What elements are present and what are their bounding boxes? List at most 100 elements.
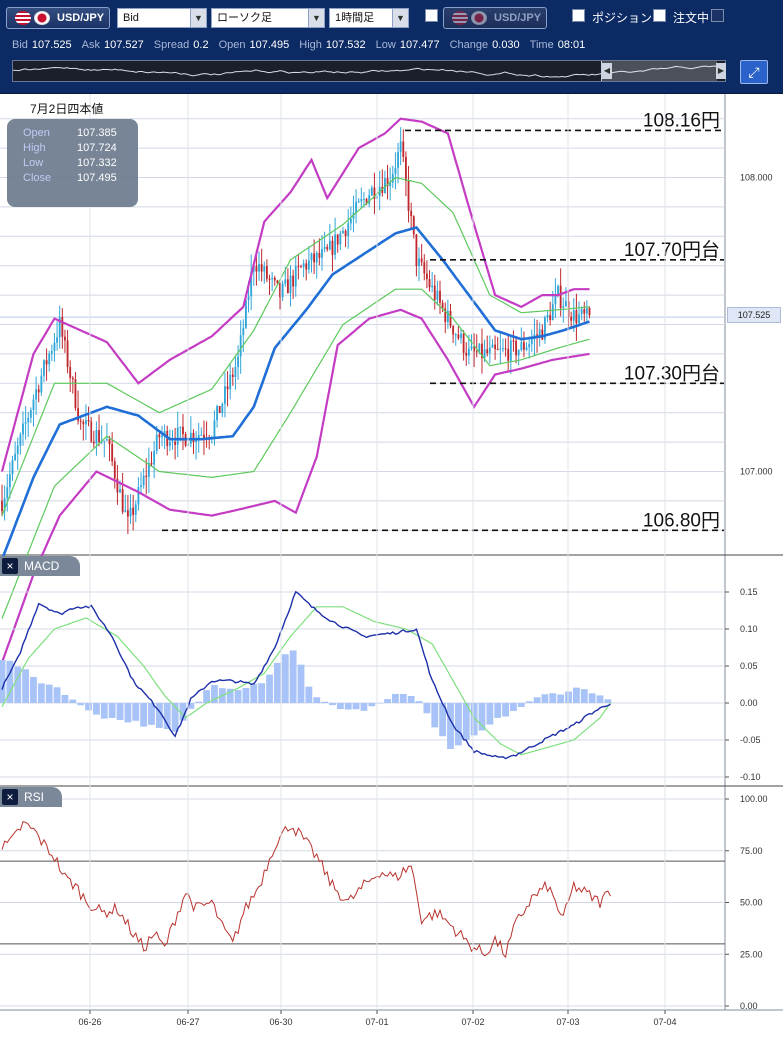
candle-body bbox=[334, 234, 337, 255]
candle-body bbox=[103, 440, 106, 442]
ohlc-label: Low bbox=[23, 157, 44, 169]
candle-body bbox=[302, 263, 305, 267]
candle-body bbox=[368, 195, 371, 204]
candle-body bbox=[150, 462, 153, 465]
candle-body bbox=[87, 420, 90, 422]
candle-body bbox=[126, 510, 129, 517]
candle-body bbox=[578, 314, 580, 324]
candle-body bbox=[119, 489, 121, 493]
candle-body bbox=[326, 246, 329, 250]
histogram-bar bbox=[140, 703, 148, 727]
close-icon[interactable]: × bbox=[2, 558, 18, 574]
candle-body bbox=[64, 336, 66, 341]
candle-body bbox=[336, 234, 339, 245]
ohlc-label: Open bbox=[23, 127, 50, 139]
candle-body bbox=[74, 379, 77, 409]
quote-label: Spread bbox=[153, 39, 190, 51]
histogram-bar bbox=[22, 669, 30, 703]
price-side-select[interactable]: Bid ▼ bbox=[117, 8, 207, 28]
orders-checkbox[interactable] bbox=[653, 9, 666, 22]
y-tick-label: 25.00 bbox=[740, 949, 763, 959]
histogram-bar bbox=[77, 703, 85, 706]
rsi-tab[interactable]: × RSI bbox=[0, 787, 62, 807]
candle-body bbox=[286, 279, 289, 294]
quote-value: 107.532 bbox=[325, 39, 366, 51]
candle-body bbox=[153, 450, 156, 465]
navigator-window[interactable] bbox=[601, 61, 717, 81]
candle-body bbox=[279, 282, 281, 298]
candle-body bbox=[575, 310, 578, 324]
macd-macd-line bbox=[1, 590, 611, 760]
expand-icon: ⤢ bbox=[748, 64, 760, 80]
candle-body bbox=[509, 340, 512, 361]
pair-button[interactable]: USD/JPY bbox=[6, 7, 110, 29]
candle-body bbox=[483, 349, 486, 358]
histogram-bar bbox=[266, 674, 273, 703]
macd-tab[interactable]: × MACD bbox=[0, 556, 80, 576]
position-checkbox[interactable] bbox=[572, 9, 585, 22]
candle-body bbox=[113, 461, 116, 479]
candle-body bbox=[389, 182, 392, 187]
histogram-bar bbox=[234, 690, 242, 703]
candle-body bbox=[231, 374, 234, 378]
candle-body bbox=[242, 327, 245, 336]
candle-body bbox=[559, 285, 562, 309]
candle-body bbox=[53, 342, 56, 352]
x-tick-label: 07-01 bbox=[365, 1017, 388, 1027]
histogram-bar bbox=[313, 697, 321, 703]
candle-body bbox=[585, 308, 588, 314]
histogram-bar bbox=[116, 703, 124, 720]
ohlc-box: Open 107.385 High 107.724 Low 107.332 Close 107… bbox=[7, 119, 138, 207]
candle-body bbox=[284, 279, 287, 284]
histogram-bar bbox=[572, 687, 580, 703]
candle-body bbox=[488, 347, 491, 354]
histogram-bar bbox=[297, 664, 305, 703]
candle-body bbox=[108, 439, 111, 445]
histogram-bar bbox=[321, 701, 329, 703]
candle-body bbox=[82, 421, 85, 425]
candle-body bbox=[161, 435, 163, 438]
candle-body bbox=[48, 353, 51, 365]
candle-body bbox=[402, 141, 405, 158]
time-navigator[interactable]: ◀ ▶ bbox=[12, 60, 726, 82]
timeframe-select[interactable]: 1時間足 ▼ bbox=[329, 8, 409, 28]
candle-body bbox=[504, 348, 507, 350]
histogram-bar bbox=[203, 690, 210, 703]
chevron-right-icon[interactable]: ▶ bbox=[716, 63, 726, 79]
histogram-bar bbox=[557, 694, 565, 703]
candle-body bbox=[132, 507, 135, 515]
close-icon[interactable]: × bbox=[2, 789, 18, 805]
candle-body bbox=[420, 258, 423, 263]
candle-body bbox=[415, 234, 418, 267]
y-tick-label: 107.000 bbox=[740, 467, 773, 477]
extra-checkbox[interactable] bbox=[711, 9, 724, 22]
candle-body bbox=[446, 310, 449, 323]
candle-body bbox=[580, 309, 583, 315]
position-label: ポジション bbox=[592, 11, 653, 25]
candle-body bbox=[305, 263, 308, 270]
compare-pair-button[interactable]: USD/JPY bbox=[443, 7, 547, 29]
candle-body bbox=[502, 348, 504, 350]
histogram-bar bbox=[30, 676, 37, 703]
band-upper-inner bbox=[1, 176, 590, 516]
candle-body bbox=[297, 266, 300, 268]
candle-body bbox=[182, 426, 184, 435]
chevron-left-icon[interactable]: ◀ bbox=[602, 63, 612, 79]
band-upper-band bbox=[0, 117, 590, 472]
y-tick-label: 0.00 bbox=[740, 1001, 758, 1011]
candle-body bbox=[318, 252, 321, 258]
histogram-bar bbox=[423, 703, 431, 714]
candle-body bbox=[523, 342, 525, 350]
compare-checkbox[interactable] bbox=[425, 9, 438, 22]
jp-flag-icon bbox=[471, 11, 487, 25]
candle-body bbox=[515, 340, 517, 356]
y-tick-label: 0.05 bbox=[740, 661, 758, 671]
macd-signal-line bbox=[1, 606, 611, 756]
quote-label: Change bbox=[449, 39, 489, 51]
candle-body bbox=[69, 367, 72, 378]
expand-button[interactable]: ⤢ bbox=[740, 60, 768, 84]
candle-body bbox=[525, 347, 528, 350]
chart-type-select[interactable]: ローソク足 ▼ bbox=[211, 8, 325, 28]
chart-canvas[interactable]: 108.000 107.000 108.16円 107.70円台 107.30円台 106… bbox=[0, 94, 783, 1040]
candle-body bbox=[234, 366, 237, 378]
